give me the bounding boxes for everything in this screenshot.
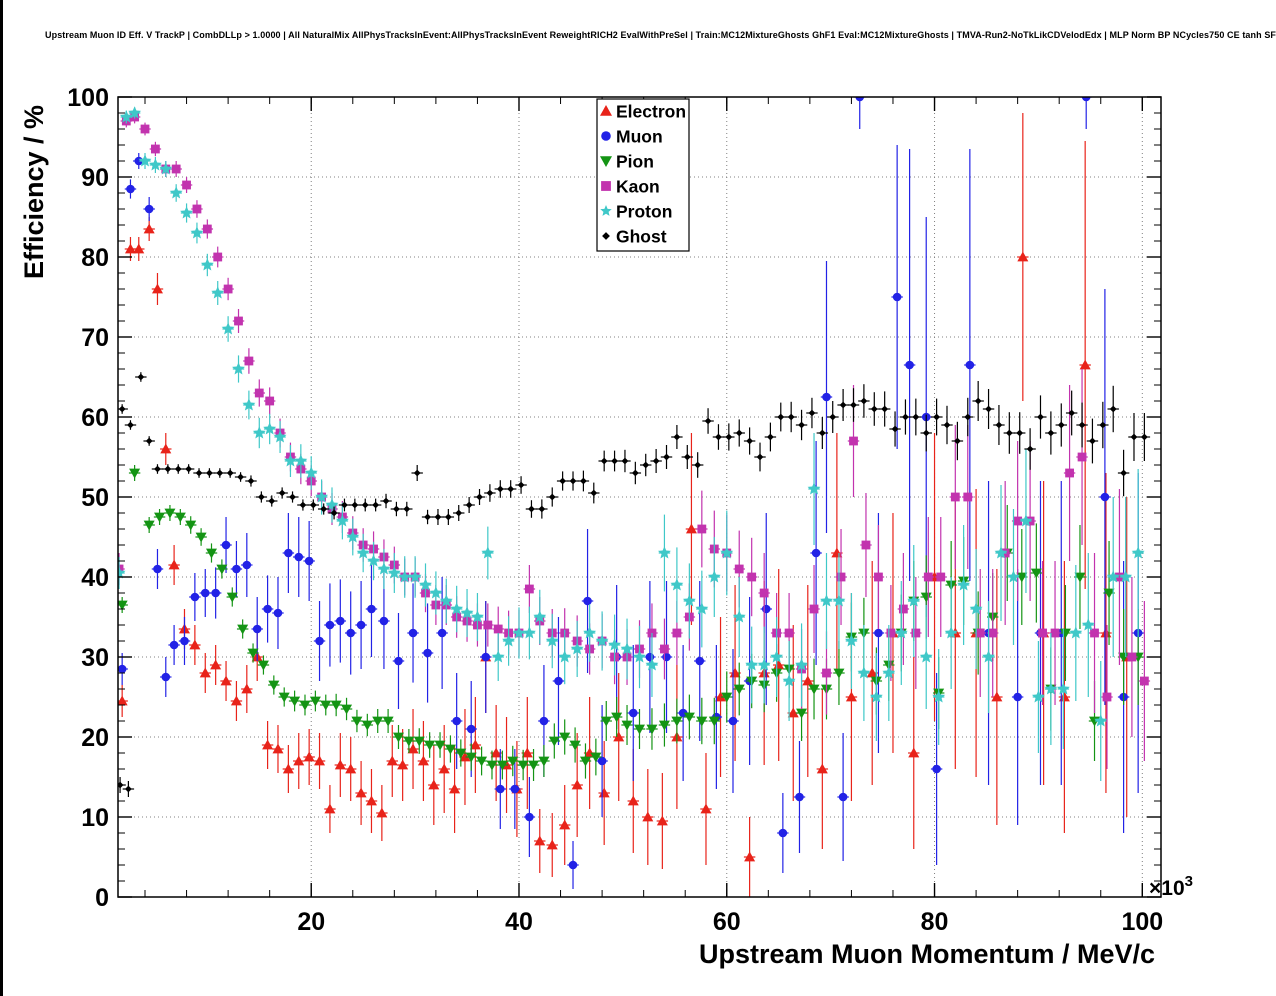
axis-ticks <box>118 96 1161 898</box>
legend-box <box>596 98 690 252</box>
series-pion <box>118 465 1144 781</box>
y-tick-label: 30 <box>81 644 109 672</box>
legend: Electron Muon Pion Kaon Proton Ghost <box>596 98 690 252</box>
legend-item-kaon: Kaon <box>601 177 660 197</box>
x-scale-mantissa: ×10 <box>1149 877 1185 900</box>
efficiency-chart: 20 40 60 80 100 0 10 20 30 40 50 60 70 80 90 100 Electro… <box>19 84 1193 969</box>
y-tick-label: 40 <box>81 564 109 592</box>
x-tick-label: 80 <box>921 908 949 936</box>
y-tick-label: 100 <box>67 84 109 112</box>
legend-item-muon: Muon <box>601 127 663 147</box>
x-tick-label: 20 <box>297 908 325 936</box>
plot-title: Upstream Muon ID Eff. V TrackP | CombDLL… <box>45 30 1276 40</box>
series-proton <box>118 106 1145 781</box>
legend-item-proton: Proton <box>600 202 672 222</box>
legend-item-ghost: Ghost <box>602 227 667 247</box>
y-axis-title: Efficiency / % <box>19 105 49 279</box>
y-tick-label: 60 <box>81 404 109 432</box>
y-tick-label: 10 <box>81 804 109 832</box>
x-tick-label: 40 <box>505 908 533 936</box>
y-tick-label: 20 <box>81 724 109 752</box>
x-axis-title: Upstream Muon Momentum / MeV/c <box>699 939 1155 969</box>
tick-labels: 20 40 60 80 100 0 10 20 30 40 50 60 70 80 90 100 <box>67 84 1163 936</box>
x-scale-exponent: 3 <box>1185 873 1193 890</box>
y-tick-label: 70 <box>81 324 109 352</box>
legend-item-electron: Electron <box>600 102 686 122</box>
y-tick-label: 80 <box>81 244 109 272</box>
legend-label: Ghost <box>616 227 667 247</box>
legend-label: Muon <box>616 127 663 147</box>
y-tick-label: 0 <box>95 884 109 912</box>
chart-render-layer: 20 40 60 80 100 0 10 20 30 40 50 60 70 80 90 100 Electro… <box>67 84 1163 936</box>
legend-item-pion: Pion <box>600 152 654 172</box>
y-tick-label: 50 <box>81 484 109 512</box>
series-ghost <box>118 372 1151 797</box>
legend-label: Electron <box>616 102 686 122</box>
x-scale-label: ×103 <box>1149 873 1193 900</box>
x-tick-label: 60 <box>713 908 741 936</box>
legend-label: Pion <box>616 152 654 172</box>
legend-label: Proton <box>616 202 672 222</box>
y-tick-label: 90 <box>81 164 109 192</box>
x-tick-label: 100 <box>1121 908 1163 936</box>
data-points-area <box>118 97 1151 897</box>
legend-label: Kaon <box>616 177 660 197</box>
